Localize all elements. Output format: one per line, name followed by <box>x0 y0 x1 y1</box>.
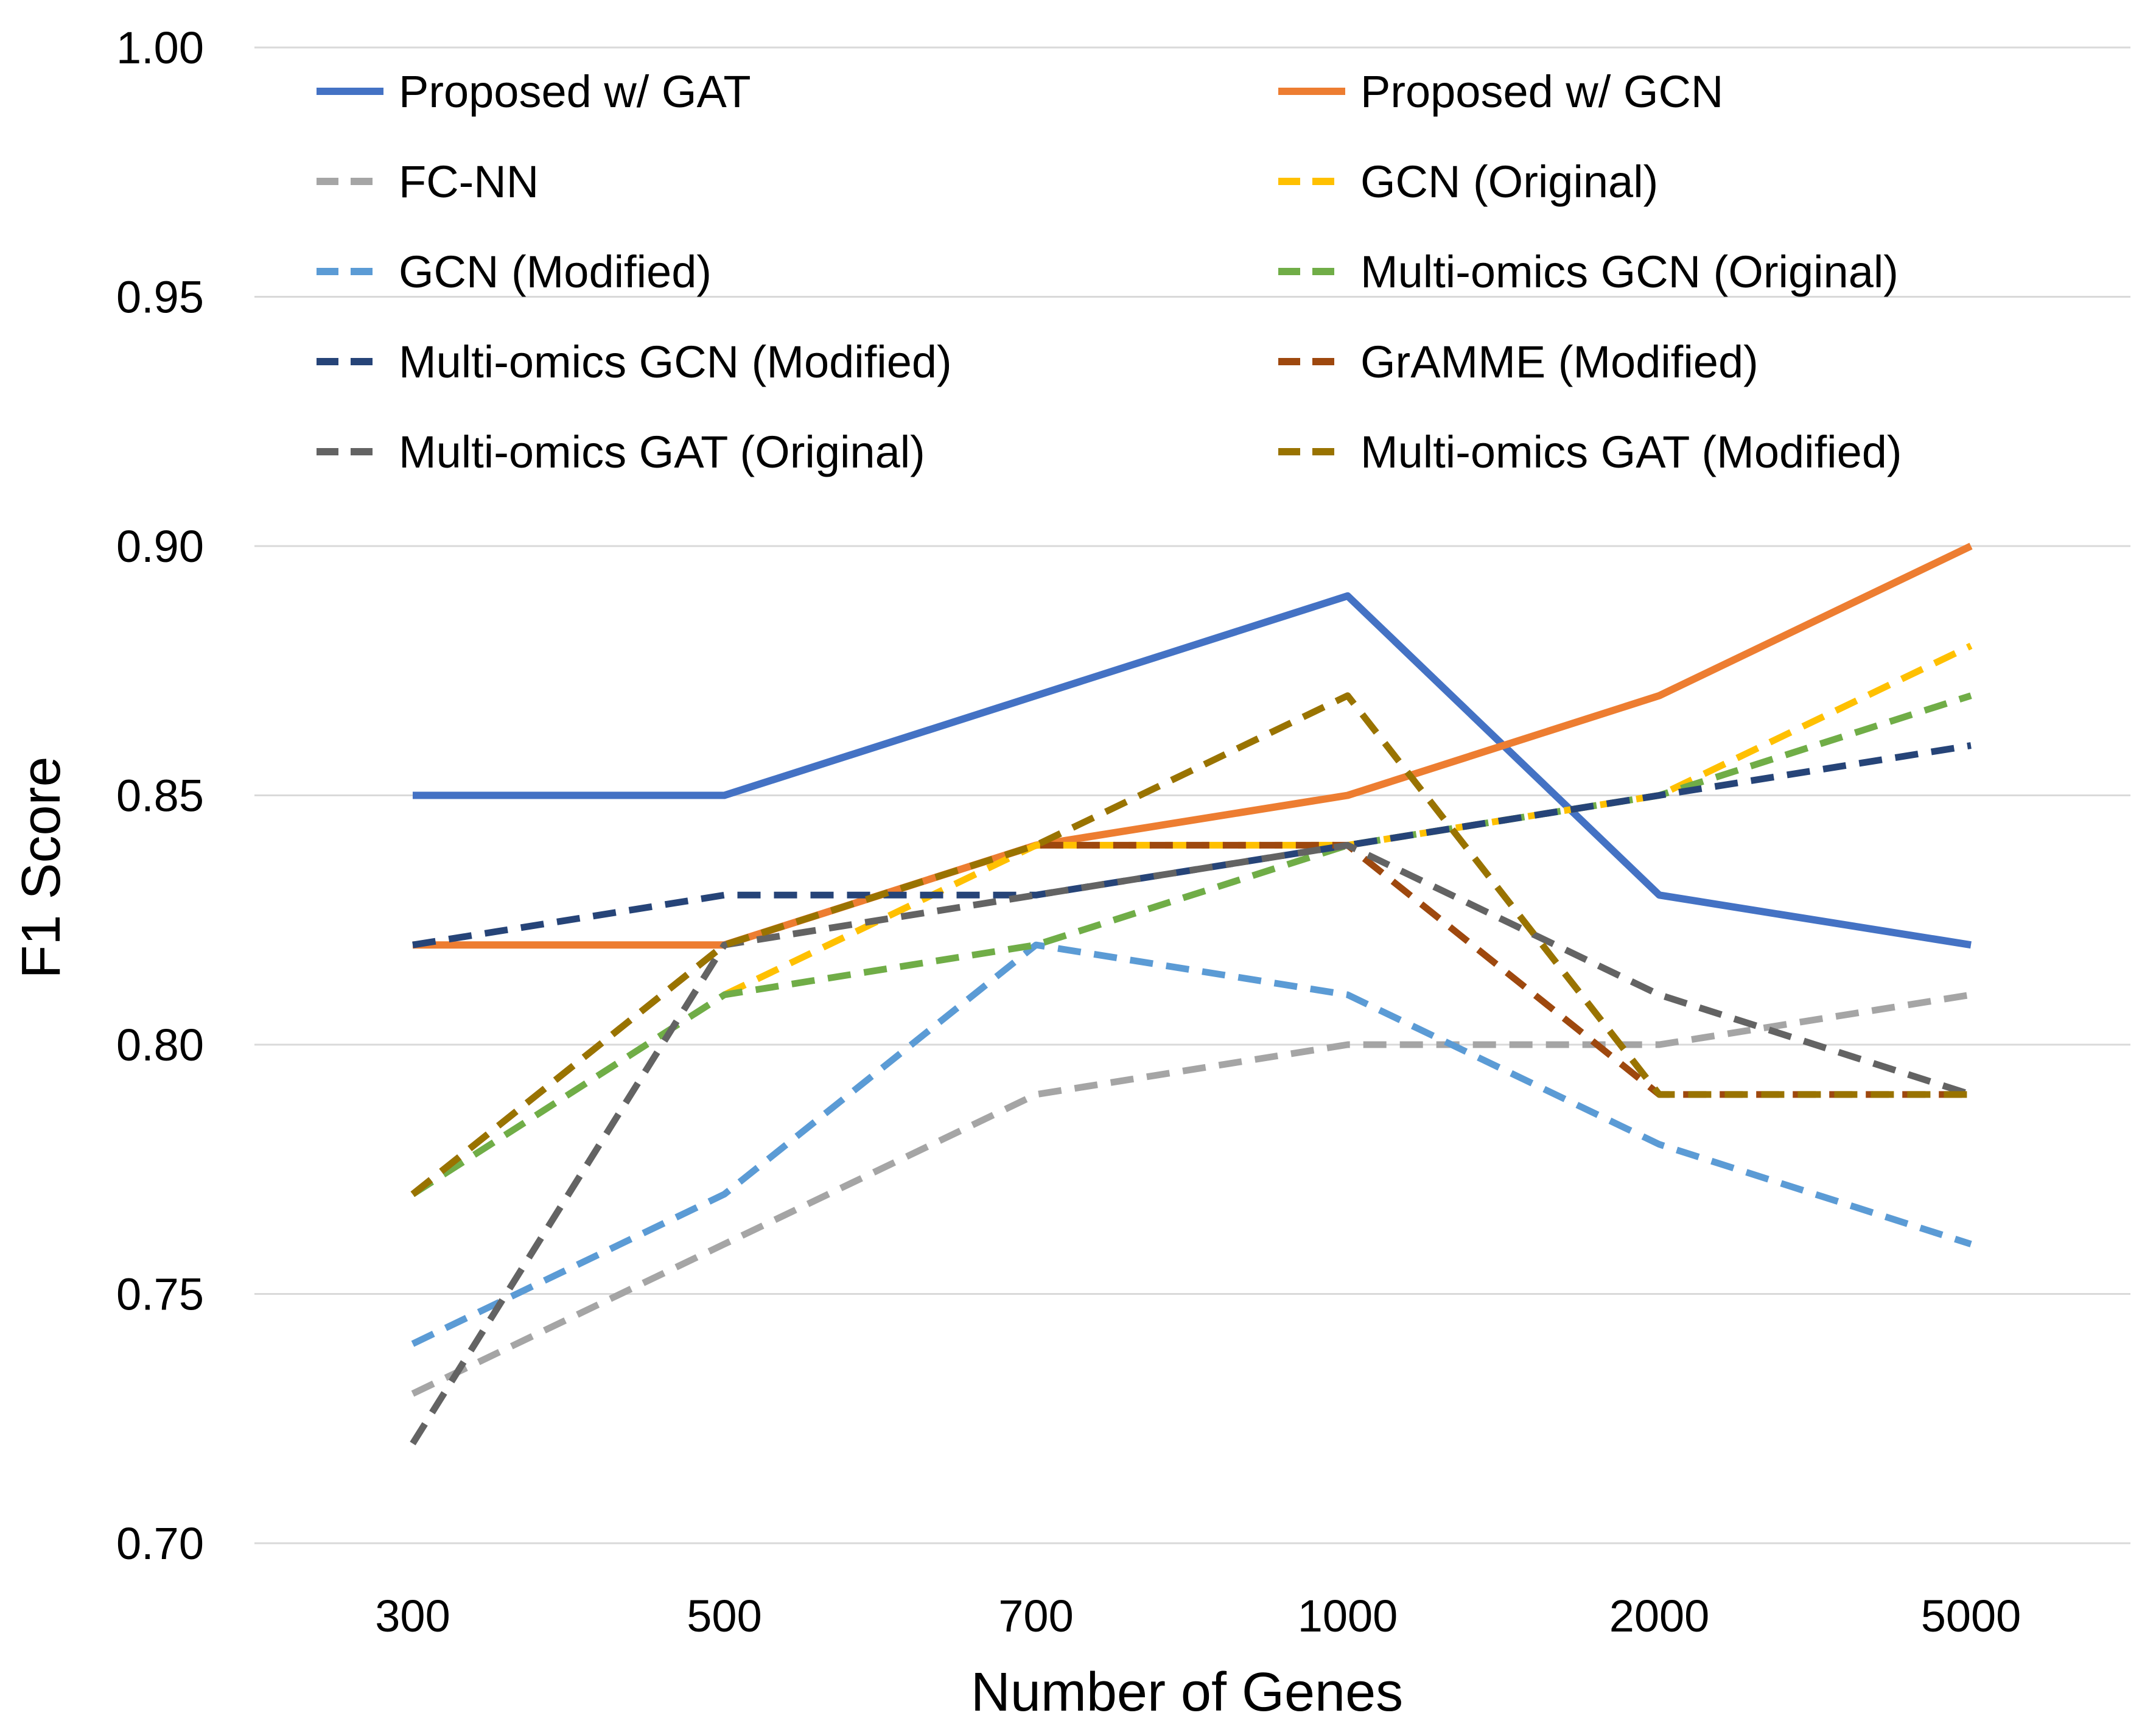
legend-label: GCN (Modified) <box>399 247 712 297</box>
series-lines <box>410 542 1973 1446</box>
series-line-proposed-w-gcn <box>413 542 1973 949</box>
series-line-proposed-w-gat <box>413 592 1972 949</box>
x-tick-label: 2000 <box>1609 1591 1710 1641</box>
y-tick-label: 0.85 <box>116 771 204 821</box>
series-line-multi-omics-gat-modified <box>410 692 1971 1197</box>
x-tick-label: 5000 <box>1921 1591 2021 1641</box>
y-tick-label: 0.95 <box>116 272 204 323</box>
x-tick-label: 500 <box>687 1591 761 1641</box>
legend-label: GrAMME (Modified) <box>1360 337 1759 387</box>
x-axis-title: Number of Genes <box>971 1662 1403 1723</box>
legend-label: Multi-omics GAT (Original) <box>399 427 925 477</box>
x-tick-label: 1000 <box>1298 1591 1398 1641</box>
y-tick-label: 0.80 <box>116 1020 204 1070</box>
legend-label: Multi-omics GCN (Modified) <box>399 337 952 387</box>
y-tick-label: 0.70 <box>116 1518 204 1569</box>
legend-label: FC-NN <box>399 156 539 207</box>
x-axis-ticks: 300 500 700 1000 2000 5000 <box>375 1591 2021 1641</box>
legend-label: Proposed w/ GCN <box>1360 66 1723 117</box>
y-tick-label: 1.00 <box>116 23 204 73</box>
series-line-fc-nn <box>411 991 1972 1397</box>
x-tick-label: 700 <box>998 1591 1073 1641</box>
y-tick-label: 0.75 <box>116 1269 204 1320</box>
y-tick-label: 0.90 <box>116 521 204 572</box>
legend-label: Multi-omics GCN (Original) <box>1360 247 1899 297</box>
x-tick-label: 300 <box>375 1591 450 1641</box>
y-axis-ticks: 0.70 0.75 0.80 0.85 0.90 0.95 1.00 <box>116 23 204 1569</box>
legend: Proposed w/ GAT Proposed w/ GCN FC-NN GCN (… <box>317 66 1902 477</box>
y-axis-title: F1 Score <box>11 756 72 978</box>
series-line-multi-omics-gat-original <box>410 841 1972 1446</box>
legend-label: Proposed w/ GAT <box>399 66 751 117</box>
legend-label: GCN (Original) <box>1360 156 1658 207</box>
legend-label: Multi-omics GAT (Modified) <box>1360 427 1902 477</box>
